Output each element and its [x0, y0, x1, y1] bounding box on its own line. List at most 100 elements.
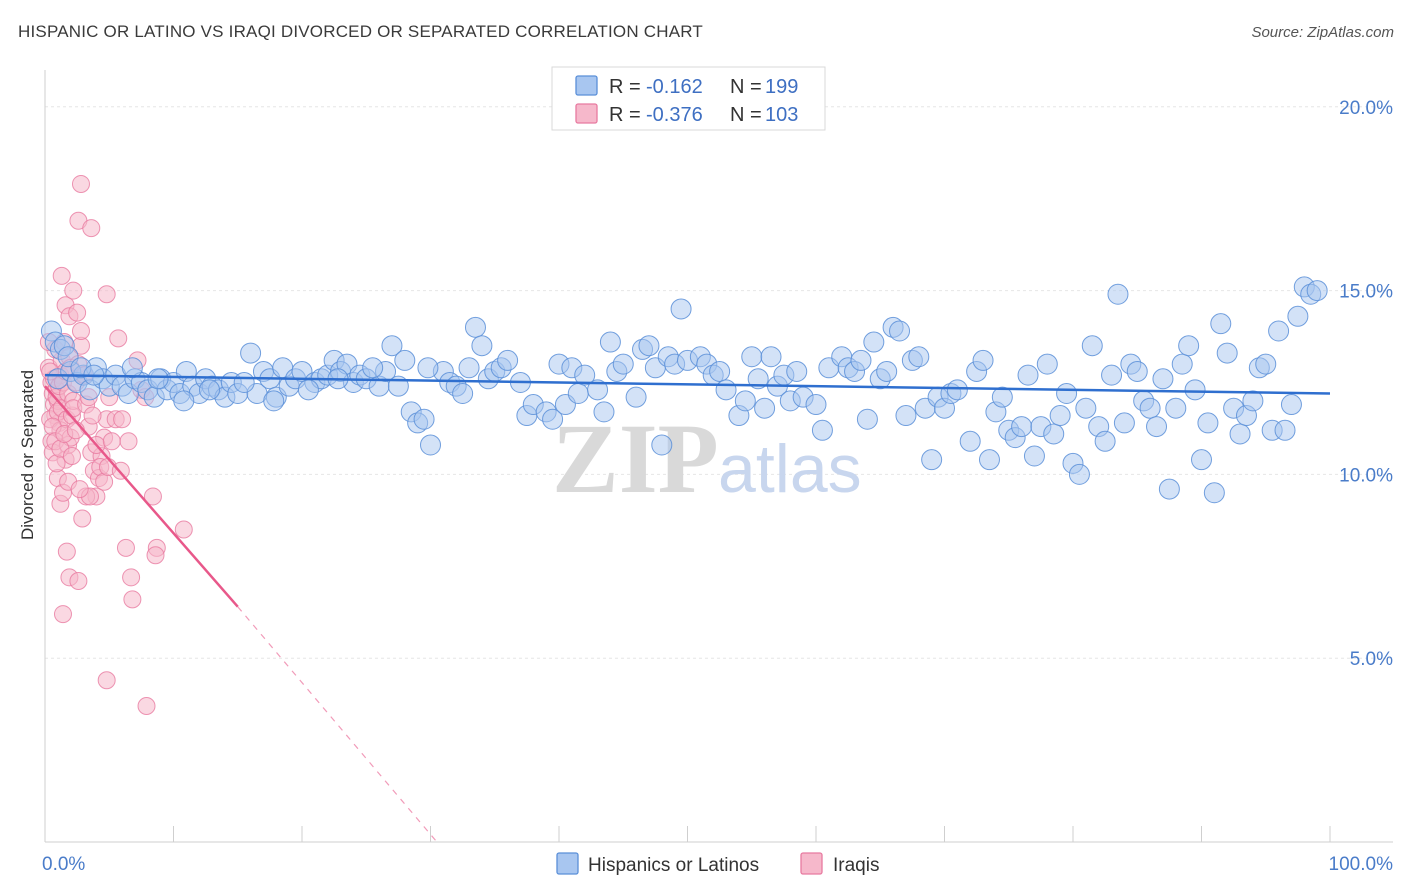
hispanics-trend-line: [44, 373, 1331, 395]
hispanics-point: [1068, 463, 1090, 485]
hispanics-point: [458, 357, 480, 379]
hispanics-point: [856, 408, 878, 430]
iraqis-point: [71, 174, 90, 193]
hispanics-point: [413, 408, 435, 430]
iraqis-point: [119, 432, 138, 451]
hispanics-point: [747, 368, 769, 390]
iraqis-point: [52, 266, 71, 285]
tick-labels: 5.0% 10.0% 15.0% 20.0% 0.0% 100.0%: [42, 98, 1393, 875]
hispanics-point: [542, 408, 564, 430]
hispanics-point: [1152, 368, 1174, 390]
hispanics-point: [1255, 353, 1277, 375]
legend-n-value-2: 103: [765, 104, 798, 126]
hispanics-point: [471, 335, 493, 357]
hispanics-point: [417, 357, 439, 379]
hispanics-point: [1036, 353, 1058, 375]
legend-top: R = -0.162 N = 199 R = -0.376 N = 103: [551, 66, 826, 131]
hispanics-point: [240, 342, 262, 364]
hispanics-point: [1011, 416, 1033, 438]
x-tick-label-max: 100.0%: [1329, 854, 1394, 875]
hispanics-point: [972, 349, 994, 371]
chart-title: HISPANIC OR LATINO VS IRAQI DIVORCED OR …: [18, 22, 703, 41]
hispanics-point: [1306, 280, 1328, 302]
hispanics-point: [946, 379, 968, 401]
source-label: Source: ZipAtlas.com: [1251, 24, 1394, 41]
hispanics-point: [1268, 320, 1290, 342]
hispanics-point: [651, 434, 673, 456]
hispanics-point: [1165, 397, 1187, 419]
iraqis-point: [82, 219, 101, 238]
hispanics-point: [991, 386, 1013, 408]
iraqis-point: [95, 472, 114, 491]
iraqis-points: [39, 174, 193, 715]
hispanics-point: [889, 320, 911, 342]
hispanics-point: [1203, 482, 1225, 504]
legend-swatch-pink: [575, 103, 598, 124]
iraqis-point: [143, 487, 162, 506]
iraqis-point: [71, 322, 90, 341]
hispanics-point: [1171, 353, 1193, 375]
hispanics-points: [40, 276, 1328, 504]
hispanics-point: [1056, 383, 1078, 405]
hispanics-point: [786, 360, 808, 382]
trend-lines: [44, 373, 1331, 843]
hispanics-point: [297, 379, 319, 401]
hispanics-point: [709, 360, 731, 382]
hispanics-point: [1139, 397, 1161, 419]
hispanics-point: [734, 390, 756, 412]
iraqis-point: [146, 546, 165, 565]
hispanics-point: [754, 397, 776, 419]
hispanics-point: [612, 353, 634, 375]
iraqis-point: [109, 329, 128, 348]
legend-n-label-2: N =: [730, 104, 762, 126]
hispanics-point: [863, 331, 885, 353]
iraqis-trend-line: [44, 385, 239, 608]
hispanics-point: [173, 390, 195, 412]
hispanics-point: [452, 383, 474, 405]
hispanics-point: [567, 383, 589, 405]
iraqis-point: [69, 571, 88, 590]
hispanics-point: [625, 386, 647, 408]
hispanics-point: [1023, 445, 1045, 467]
hispanics-point: [198, 379, 220, 401]
hispanics-point: [1210, 313, 1232, 335]
hispanics-point: [233, 371, 255, 393]
gridlines: [45, 106, 1393, 659]
hispanics-point: [715, 379, 737, 401]
hispanics-point: [978, 449, 1000, 471]
iraqis-point: [116, 538, 135, 557]
hispanics-point: [1075, 397, 1097, 419]
x-tick-label-min: 0.0%: [42, 854, 85, 875]
iraqis-point: [83, 406, 102, 425]
hispanics-point: [1146, 416, 1168, 438]
legend-swatch-blue: [575, 75, 598, 96]
iraqis-point: [137, 696, 156, 715]
hispanics-point: [263, 390, 285, 412]
watermark-zip: ZIP: [552, 403, 719, 514]
hispanics-point: [1081, 335, 1103, 357]
hispanics-point: [574, 364, 596, 386]
iraqis-point: [122, 568, 141, 587]
iraqis-point: [174, 520, 193, 539]
hispanics-point: [497, 349, 519, 371]
iraqis-point: [47, 454, 66, 473]
hispanics-point: [921, 449, 943, 471]
hispanics-point: [381, 335, 403, 357]
iraqis-point: [53, 605, 72, 624]
hispanics-point: [1229, 423, 1251, 445]
hispanics-point: [1126, 360, 1148, 382]
hispanics-point: [587, 379, 609, 401]
hispanics-point: [850, 349, 872, 371]
legend-bottom: Hispanics or Latinos Iraqis: [556, 852, 879, 876]
hispanics-point: [805, 394, 827, 416]
iraqis-point: [64, 281, 83, 300]
iraqis-point: [97, 671, 116, 690]
hispanics-point: [638, 335, 660, 357]
hispanics-point: [1197, 412, 1219, 434]
hispanics-point: [1049, 405, 1071, 427]
hispanics-point: [876, 360, 898, 382]
hispanics-point: [1113, 412, 1135, 434]
hispanics-point: [394, 349, 416, 371]
y-tick-label: 20.0%: [1339, 98, 1393, 119]
legend-n-value-1: 199: [765, 76, 798, 98]
